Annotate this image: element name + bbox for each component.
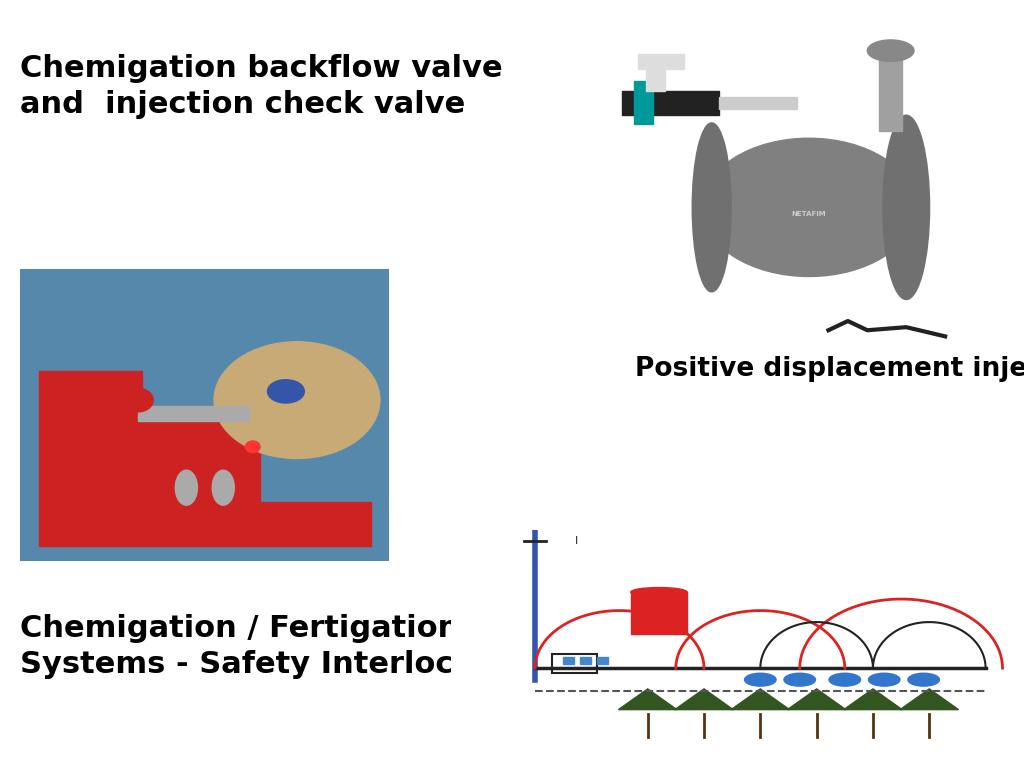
Bar [552, 654, 597, 673]
Circle shape [246, 441, 260, 452]
Ellipse shape [267, 379, 304, 403]
Bar [645, 66, 665, 91]
Bar [879, 54, 902, 131]
Bar [631, 592, 687, 634]
Bar [638, 54, 684, 69]
Bar [597, 657, 608, 664]
Bar [563, 657, 574, 664]
Ellipse shape [631, 588, 687, 597]
Ellipse shape [140, 517, 269, 546]
Ellipse shape [214, 342, 380, 458]
Bar [580, 657, 592, 664]
Bar [720, 97, 798, 109]
Bar [634, 81, 653, 124]
Ellipse shape [692, 123, 731, 292]
Circle shape [784, 674, 815, 686]
Bar [39, 371, 142, 502]
Circle shape [829, 674, 860, 686]
Bar [623, 91, 720, 115]
Text: Positive displacement injection pump: Positive displacement injection pump [635, 356, 1024, 382]
Text: NETAFIM: NETAFIM [792, 210, 826, 217]
Text: I: I [574, 536, 578, 547]
Circle shape [868, 674, 900, 686]
Ellipse shape [175, 470, 198, 505]
Bar [39, 502, 371, 546]
Circle shape [744, 674, 776, 686]
Ellipse shape [883, 115, 930, 300]
Circle shape [908, 674, 939, 686]
Bar [131, 415, 260, 517]
Ellipse shape [867, 40, 914, 61]
Ellipse shape [702, 138, 916, 276]
Text: Chemigation / Fertigation
Systems - Safety Interlock: Chemigation / Fertigation Systems - Safe… [20, 614, 474, 680]
Bar [138, 406, 249, 421]
Ellipse shape [124, 389, 154, 412]
Text: Chemigation backflow valve
and  injection check valve: Chemigation backflow valve and injection… [20, 54, 503, 119]
Ellipse shape [212, 470, 234, 505]
